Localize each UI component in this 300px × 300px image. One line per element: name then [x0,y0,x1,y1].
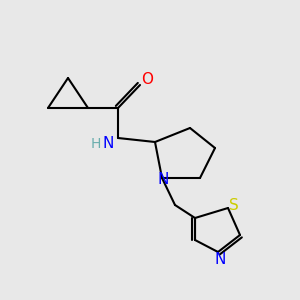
Text: N: N [102,136,114,152]
Text: N: N [157,172,169,188]
Text: O: O [141,73,153,88]
Text: S: S [229,197,239,212]
Text: H: H [91,137,101,151]
Text: N: N [214,253,226,268]
